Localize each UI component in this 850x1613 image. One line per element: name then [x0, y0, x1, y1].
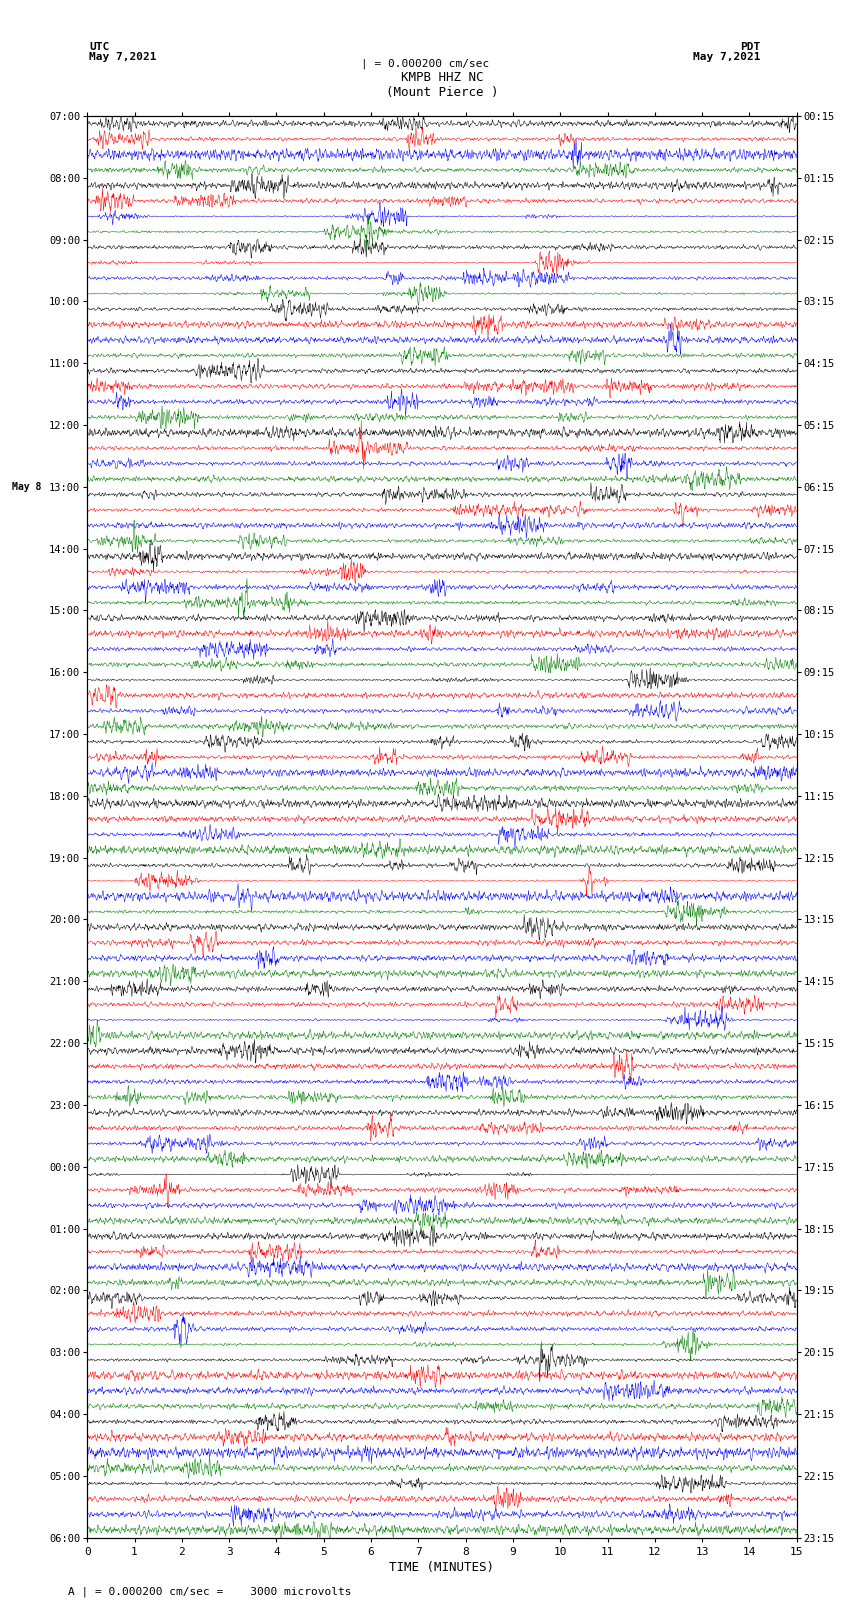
Text: PDT: PDT [740, 42, 761, 52]
Text: UTC: UTC [89, 42, 110, 52]
X-axis label: TIME (MINUTES): TIME (MINUTES) [389, 1561, 495, 1574]
Text: | = 0.000200 cm/sec: | = 0.000200 cm/sec [361, 58, 489, 69]
Text: May 7,2021: May 7,2021 [694, 52, 761, 61]
Title: KMPB HHZ NC
(Mount Pierce ): KMPB HHZ NC (Mount Pierce ) [386, 71, 498, 100]
Text: A | = 0.000200 cm/sec =    3000 microvolts: A | = 0.000200 cm/sec = 3000 microvolts [68, 1586, 352, 1597]
Text: May 8: May 8 [12, 482, 41, 492]
Text: May 7,2021: May 7,2021 [89, 52, 156, 61]
